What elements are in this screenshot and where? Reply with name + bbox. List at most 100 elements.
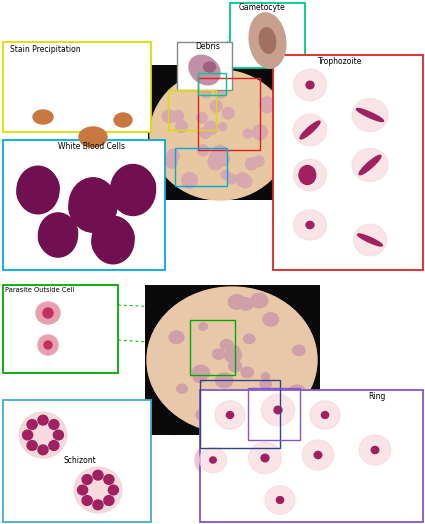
Ellipse shape <box>212 349 224 359</box>
Ellipse shape <box>243 396 261 411</box>
Ellipse shape <box>227 411 234 419</box>
Ellipse shape <box>182 172 197 188</box>
Ellipse shape <box>48 215 68 237</box>
Ellipse shape <box>346 93 394 137</box>
Ellipse shape <box>192 365 210 380</box>
Ellipse shape <box>54 220 77 245</box>
Ellipse shape <box>198 145 209 156</box>
Ellipse shape <box>259 28 276 53</box>
Ellipse shape <box>33 110 53 124</box>
Bar <box>3 400 151 522</box>
Ellipse shape <box>244 334 255 344</box>
Ellipse shape <box>252 125 267 140</box>
Ellipse shape <box>166 157 177 168</box>
Ellipse shape <box>299 166 316 184</box>
Ellipse shape <box>201 88 212 98</box>
Ellipse shape <box>276 497 283 504</box>
Ellipse shape <box>102 219 124 242</box>
Ellipse shape <box>221 170 230 179</box>
Ellipse shape <box>49 420 59 429</box>
Ellipse shape <box>274 406 282 414</box>
Bar <box>3 42 151 132</box>
Ellipse shape <box>288 64 332 106</box>
Ellipse shape <box>122 167 144 192</box>
Bar <box>3 140 165 270</box>
Ellipse shape <box>251 293 268 308</box>
Text: Parasite Outside Cell: Parasite Outside Cell <box>5 287 74 293</box>
Ellipse shape <box>314 451 322 458</box>
Ellipse shape <box>260 97 274 111</box>
Ellipse shape <box>306 81 314 89</box>
Ellipse shape <box>17 166 59 214</box>
Ellipse shape <box>93 500 103 510</box>
Ellipse shape <box>27 420 37 429</box>
Ellipse shape <box>243 129 252 138</box>
Ellipse shape <box>261 373 270 380</box>
Ellipse shape <box>110 178 138 208</box>
Ellipse shape <box>231 346 240 354</box>
Ellipse shape <box>218 123 227 130</box>
Ellipse shape <box>254 156 264 167</box>
Ellipse shape <box>39 225 62 250</box>
Ellipse shape <box>199 323 207 330</box>
Ellipse shape <box>297 435 339 475</box>
Ellipse shape <box>54 430 63 440</box>
Ellipse shape <box>357 108 383 122</box>
Bar <box>198 78 260 150</box>
Ellipse shape <box>354 224 386 256</box>
Ellipse shape <box>208 155 223 170</box>
Ellipse shape <box>357 234 383 246</box>
Text: Schizont: Schizont <box>63 456 96 465</box>
Ellipse shape <box>321 411 329 419</box>
Ellipse shape <box>17 179 42 207</box>
Ellipse shape <box>204 62 215 72</box>
Bar <box>3 285 118 373</box>
Ellipse shape <box>261 101 273 113</box>
Ellipse shape <box>223 107 234 119</box>
Ellipse shape <box>204 121 218 134</box>
Ellipse shape <box>215 401 245 429</box>
Ellipse shape <box>260 379 271 389</box>
Ellipse shape <box>249 13 286 68</box>
Ellipse shape <box>128 172 156 202</box>
Ellipse shape <box>293 345 305 356</box>
Ellipse shape <box>43 308 53 318</box>
Ellipse shape <box>167 149 179 161</box>
Ellipse shape <box>74 467 122 513</box>
Ellipse shape <box>85 212 141 268</box>
Text: White Blood Cells: White Blood Cells <box>58 142 125 151</box>
Ellipse shape <box>210 396 250 434</box>
Ellipse shape <box>39 213 77 257</box>
Ellipse shape <box>224 348 241 363</box>
Ellipse shape <box>346 143 394 187</box>
Ellipse shape <box>150 70 290 200</box>
Ellipse shape <box>210 151 221 162</box>
Ellipse shape <box>92 216 134 264</box>
Ellipse shape <box>82 496 92 505</box>
Ellipse shape <box>110 165 156 215</box>
Bar <box>200 390 423 522</box>
Ellipse shape <box>210 457 216 463</box>
Bar <box>177 42 232 90</box>
Ellipse shape <box>200 127 211 138</box>
Ellipse shape <box>294 69 326 101</box>
Ellipse shape <box>82 475 92 484</box>
Ellipse shape <box>352 99 388 132</box>
Ellipse shape <box>27 168 48 192</box>
Ellipse shape <box>348 219 392 261</box>
Ellipse shape <box>240 176 252 188</box>
Ellipse shape <box>238 392 247 400</box>
Ellipse shape <box>227 174 236 184</box>
Ellipse shape <box>104 475 114 484</box>
Ellipse shape <box>114 113 132 127</box>
Ellipse shape <box>201 411 215 423</box>
Ellipse shape <box>44 341 52 349</box>
Ellipse shape <box>306 222 314 228</box>
Ellipse shape <box>256 389 300 431</box>
Ellipse shape <box>69 178 117 232</box>
Ellipse shape <box>189 55 220 85</box>
Ellipse shape <box>213 145 227 160</box>
Ellipse shape <box>92 229 117 257</box>
Ellipse shape <box>34 173 59 201</box>
Ellipse shape <box>32 209 84 261</box>
